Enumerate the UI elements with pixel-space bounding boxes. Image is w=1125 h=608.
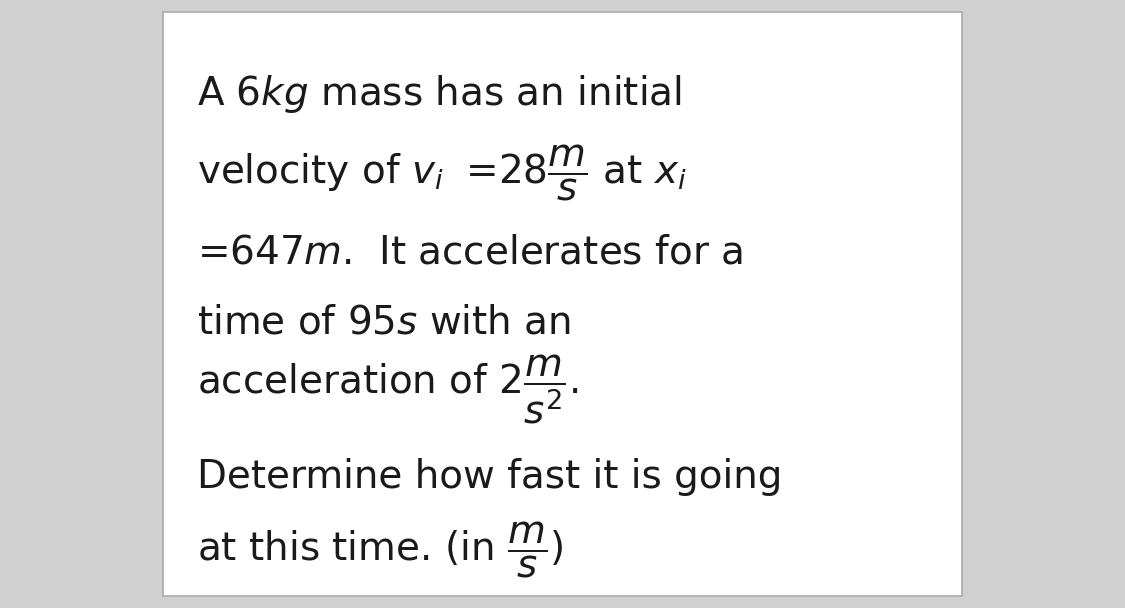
Text: Determine how fast it is going: Determine how fast it is going	[197, 458, 782, 496]
FancyBboxPatch shape	[163, 12, 962, 596]
Text: velocity of $v_i\;$ =28$\dfrac{m}{s}$ at $x_i$: velocity of $v_i\;$ =28$\dfrac{m}{s}$ at…	[197, 143, 686, 203]
Text: A 6$\mathit{kg}$ mass has an initial: A 6$\mathit{kg}$ mass has an initial	[197, 73, 682, 116]
Text: time of 95$s$ with an: time of 95$s$ with an	[197, 303, 570, 341]
Text: at this time. (in $\dfrac{m}{s}$): at this time. (in $\dfrac{m}{s}$)	[197, 520, 564, 580]
Text: =647$m$.  It accelerates for a: =647$m$. It accelerates for a	[197, 233, 742, 271]
Text: acceleration of 2$\dfrac{m}{s^2}$.: acceleration of 2$\dfrac{m}{s^2}$.	[197, 352, 578, 426]
